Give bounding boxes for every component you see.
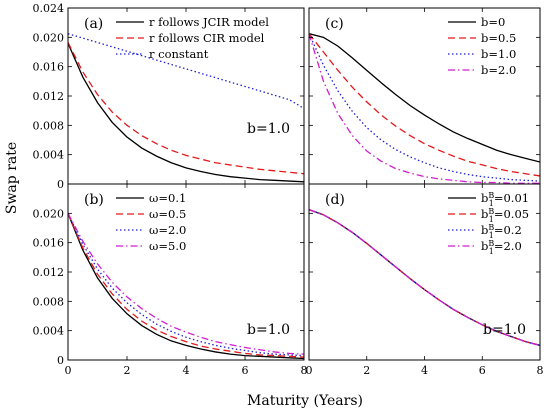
x-tick-label-d-4: 8 xyxy=(537,364,544,377)
series-line-a-0 xyxy=(68,42,304,183)
panel-label-c: (c) xyxy=(325,16,344,32)
series-line-a-2 xyxy=(68,33,304,110)
series-line-b-1 xyxy=(68,213,304,358)
series-line-a-1 xyxy=(68,42,304,175)
series-line-c-0 xyxy=(309,33,540,163)
series-line-b-3 xyxy=(68,213,304,355)
x-tick-label-d-2: 4 xyxy=(421,364,428,377)
legend-label-d-1: bB 1=0.05 xyxy=(481,207,529,224)
y-tick-label-b-1: 0.004 xyxy=(33,325,65,338)
x-tick-label-b-4: 8 xyxy=(301,364,308,377)
x-tick-label-b-1: 2 xyxy=(124,364,131,377)
annotation-d: b=1.0 xyxy=(483,322,526,338)
legend-label-b-2: ω=2.0 xyxy=(149,223,186,237)
legend-label-d-3: bB 1=2.0 xyxy=(481,239,522,256)
series-line-d-3 xyxy=(309,209,540,346)
x-tick-label-b-3: 6 xyxy=(242,364,249,377)
y-tick-label-a-2: 0.008 xyxy=(33,119,65,132)
y-tick-label-b-0: 0 xyxy=(57,354,64,367)
legend-label-c-3: b=2.0 xyxy=(481,63,516,77)
y-tick-label-a-6: 0.024 xyxy=(33,2,65,15)
legend-label-c-2: b=1.0 xyxy=(481,47,516,61)
y-tick-label-b-4: 0.016 xyxy=(33,237,65,250)
x-tick-label-d-1: 2 xyxy=(363,364,370,377)
annotation-a: b=1.0 xyxy=(247,121,290,137)
panel-c: (c) b=0 b=0.5 b=1.0 b=2.0 xyxy=(308,7,541,185)
panel-a: 0 0.004 0.008 0.012 0.016 0.020 0.024 (a) r foll… xyxy=(33,2,305,191)
legend-label-a-2: r constant xyxy=(149,47,209,61)
x-tick-label-b-0: 0 xyxy=(65,364,72,377)
legend-label-d-0: bB 1=0.01 xyxy=(481,191,529,208)
legend-label-b-3: ω=5.0 xyxy=(149,239,186,253)
y-axis-label: Swap rate xyxy=(4,142,20,214)
legend-label-a-1: r follows CIR model xyxy=(149,31,265,45)
series-line-b-2 xyxy=(68,213,304,357)
y-tick-label-a-3: 0.012 xyxy=(33,90,65,103)
legend-label-d-2: bB 1=0.2 xyxy=(481,223,522,240)
y-tick-label-b-3: 0.012 xyxy=(33,266,65,279)
legend-label-b-0: ω=0.1 xyxy=(149,191,186,205)
y-tick-label-b-5: 0.020 xyxy=(33,207,65,220)
legend-a: r follows JCIR model r follows CIR model r… xyxy=(116,15,269,61)
panels: 0 0.004 0.008 0.012 0.016 0.020 0.024 (a) r foll… xyxy=(33,2,544,377)
legend-label-a-0: r follows JCIR model xyxy=(149,15,269,29)
legend-c: b=0 b=0.5 b=1.0 b=2.0 xyxy=(448,15,516,77)
y-tick-label-b-2: 0.008 xyxy=(33,295,65,308)
series-line-c-2 xyxy=(309,33,540,182)
x-tick-label-d-0: 0 xyxy=(306,364,313,377)
x-tick-label-b-2: 4 xyxy=(183,364,190,377)
annotation-b: b=1.0 xyxy=(247,322,290,338)
y-tick-label-a-0: 0 xyxy=(57,178,64,191)
legend-label-c-1: b=0.5 xyxy=(481,31,516,45)
x-axis-label: Maturity (Years) xyxy=(247,393,363,409)
series-line-c-1 xyxy=(309,33,540,177)
legend-b: ω=0.1 ω=0.5 ω=2.0 ω=5.0 xyxy=(116,191,186,253)
panel-label-a: (a) xyxy=(84,16,103,32)
series-line-b-0 xyxy=(68,213,304,360)
panel-label-b: (b) xyxy=(84,192,104,208)
y-tick-label-a-5: 0.020 xyxy=(33,31,65,44)
y-tick-label-a-1: 0.004 xyxy=(33,149,65,162)
series-line-c-3 xyxy=(309,33,540,184)
y-tick-label-a-4: 0.016 xyxy=(33,61,65,74)
x-tick-label-d-3: 6 xyxy=(479,364,486,377)
legend-label-c-0: b=0 xyxy=(481,15,505,29)
panel-label-d: (d) xyxy=(325,192,345,208)
legend-label-b-1: ω=0.5 xyxy=(149,207,186,221)
